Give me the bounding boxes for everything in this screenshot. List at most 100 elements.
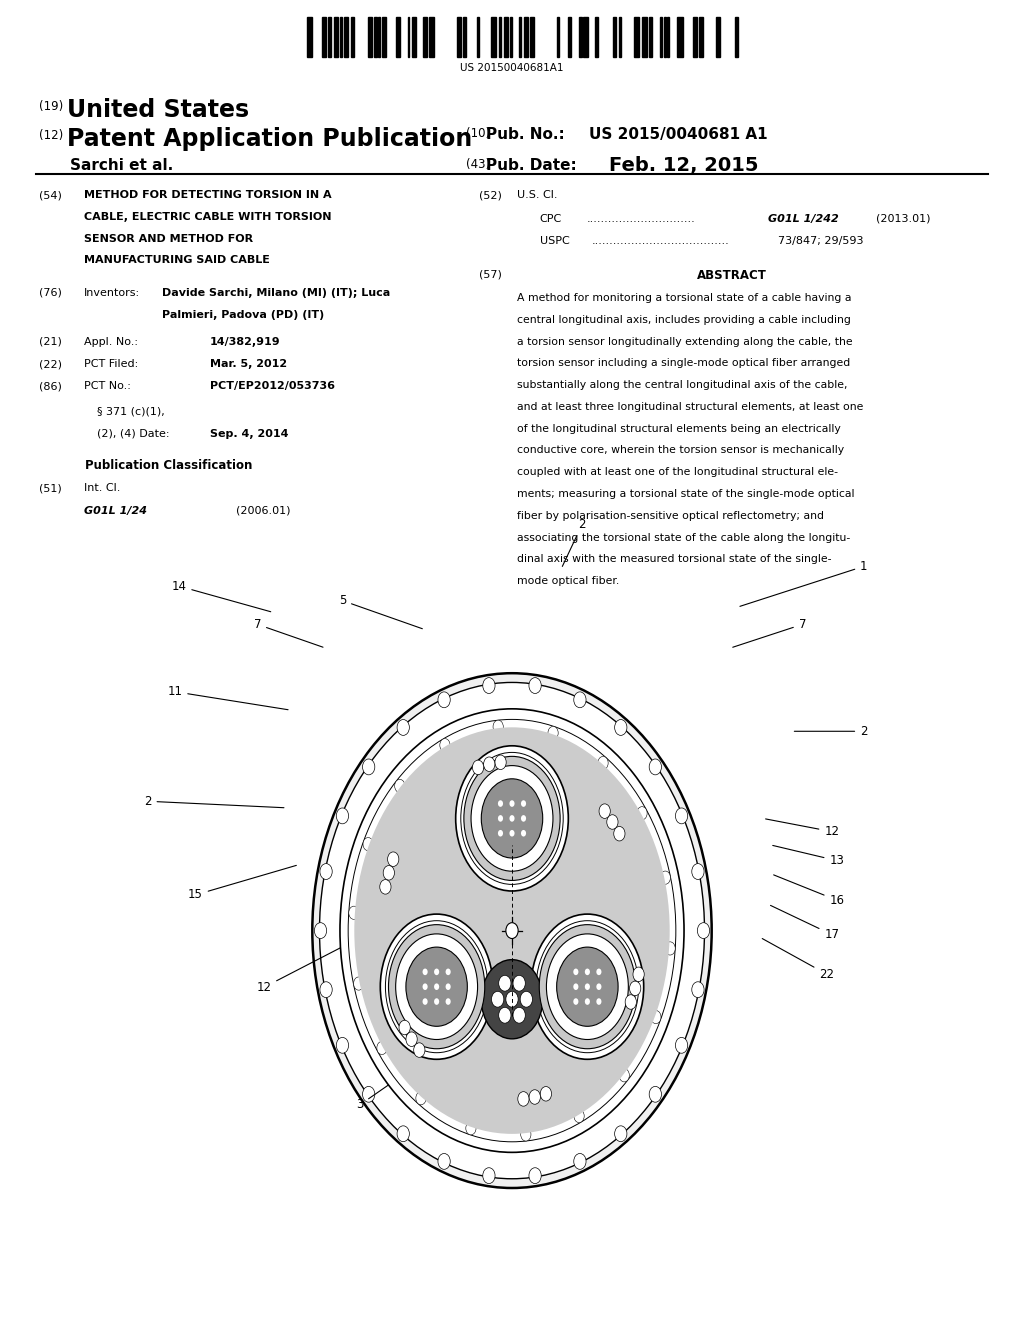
- Text: US 2015/0040681 A1: US 2015/0040681 A1: [589, 127, 767, 141]
- Circle shape: [461, 752, 563, 884]
- Text: PCT Filed:: PCT Filed:: [84, 359, 138, 370]
- Circle shape: [493, 721, 503, 734]
- Circle shape: [614, 719, 627, 735]
- Bar: [477, 17, 479, 57]
- Circle shape: [660, 871, 671, 884]
- Text: Sarchi et al.: Sarchi et al.: [70, 158, 173, 173]
- Circle shape: [387, 851, 398, 866]
- Bar: [523, 17, 527, 57]
- Text: 2: 2: [562, 517, 586, 566]
- Circle shape: [319, 682, 705, 1179]
- Circle shape: [613, 826, 625, 841]
- Circle shape: [423, 983, 428, 990]
- Text: 13: 13: [773, 845, 845, 867]
- Bar: [423, 17, 427, 57]
- Text: 17: 17: [770, 906, 840, 941]
- Text: U.S. Cl.: U.S. Cl.: [517, 190, 558, 201]
- Circle shape: [434, 983, 439, 990]
- Text: (2), (4) Date:: (2), (4) Date:: [97, 429, 170, 440]
- Text: Mar. 5, 2012: Mar. 5, 2012: [210, 359, 287, 370]
- Bar: [499, 17, 502, 57]
- Bar: [368, 17, 372, 57]
- Circle shape: [336, 1038, 348, 1053]
- Bar: [492, 17, 497, 57]
- Bar: [678, 17, 683, 57]
- Circle shape: [406, 1032, 417, 1047]
- Circle shape: [697, 923, 710, 939]
- Bar: [579, 17, 583, 57]
- Circle shape: [362, 759, 375, 775]
- Text: 12: 12: [256, 945, 346, 994]
- Circle shape: [498, 800, 503, 807]
- Circle shape: [362, 1086, 375, 1102]
- Circle shape: [499, 1007, 511, 1023]
- Circle shape: [573, 998, 579, 1005]
- Bar: [510, 17, 512, 57]
- Bar: [734, 17, 738, 57]
- Circle shape: [380, 879, 391, 894]
- Text: 5: 5: [339, 594, 422, 628]
- Circle shape: [492, 991, 504, 1007]
- Circle shape: [573, 1154, 586, 1170]
- Text: 7: 7: [733, 618, 806, 647]
- Text: (12): (12): [39, 129, 63, 143]
- Circle shape: [676, 1038, 688, 1053]
- Circle shape: [626, 995, 637, 1010]
- Circle shape: [521, 800, 526, 807]
- Text: (2006.01): (2006.01): [236, 506, 290, 516]
- Circle shape: [548, 726, 558, 739]
- Circle shape: [510, 814, 514, 821]
- Text: 14/382,919: 14/382,919: [210, 337, 281, 347]
- Circle shape: [506, 991, 518, 1007]
- Text: 15: 15: [187, 866, 296, 902]
- Circle shape: [513, 1007, 525, 1023]
- Text: Sep. 4, 2014: Sep. 4, 2014: [210, 429, 289, 440]
- Bar: [664, 17, 666, 57]
- Circle shape: [397, 1126, 410, 1142]
- Text: (10): (10): [466, 127, 490, 140]
- Circle shape: [445, 983, 451, 990]
- Circle shape: [510, 800, 514, 807]
- Circle shape: [466, 1122, 476, 1135]
- Text: ......................................: ......................................: [592, 236, 730, 247]
- Text: Davide Sarchi, Milano (MI) (IT); Luca: Davide Sarchi, Milano (MI) (IT); Luca: [162, 288, 390, 298]
- Text: Feb. 12, 2015: Feb. 12, 2015: [609, 156, 759, 174]
- Text: CPC: CPC: [540, 214, 562, 224]
- Bar: [518, 17, 521, 57]
- Bar: [457, 17, 461, 57]
- Text: (19): (19): [39, 100, 63, 114]
- Circle shape: [456, 746, 568, 891]
- Circle shape: [348, 719, 676, 1142]
- Circle shape: [630, 981, 641, 995]
- Circle shape: [676, 808, 688, 824]
- Circle shape: [364, 837, 374, 850]
- Text: and at least three longitudinal structural elements, at least one: and at least three longitudinal structur…: [517, 401, 863, 412]
- Text: 2: 2: [144, 795, 284, 808]
- Circle shape: [319, 982, 332, 998]
- Text: (22): (22): [39, 359, 61, 370]
- Bar: [634, 17, 639, 57]
- Bar: [343, 17, 348, 57]
- Bar: [595, 17, 598, 57]
- Circle shape: [397, 719, 410, 735]
- Bar: [463, 17, 466, 57]
- Circle shape: [482, 1168, 495, 1184]
- Circle shape: [541, 1086, 552, 1101]
- Circle shape: [354, 727, 670, 1134]
- Circle shape: [495, 755, 506, 770]
- Circle shape: [377, 1041, 387, 1055]
- Circle shape: [498, 830, 503, 837]
- Text: associating the torsional state of the cable along the longitu-: associating the torsional state of the c…: [517, 532, 850, 543]
- Circle shape: [521, 1127, 531, 1140]
- Circle shape: [529, 1090, 541, 1105]
- Bar: [568, 17, 571, 57]
- Circle shape: [529, 677, 542, 693]
- Bar: [340, 17, 342, 57]
- Circle shape: [620, 1069, 630, 1082]
- Text: (76): (76): [39, 288, 61, 298]
- Bar: [351, 17, 354, 57]
- Circle shape: [383, 866, 394, 880]
- Circle shape: [518, 1092, 529, 1106]
- Circle shape: [399, 1020, 411, 1035]
- Circle shape: [314, 923, 327, 939]
